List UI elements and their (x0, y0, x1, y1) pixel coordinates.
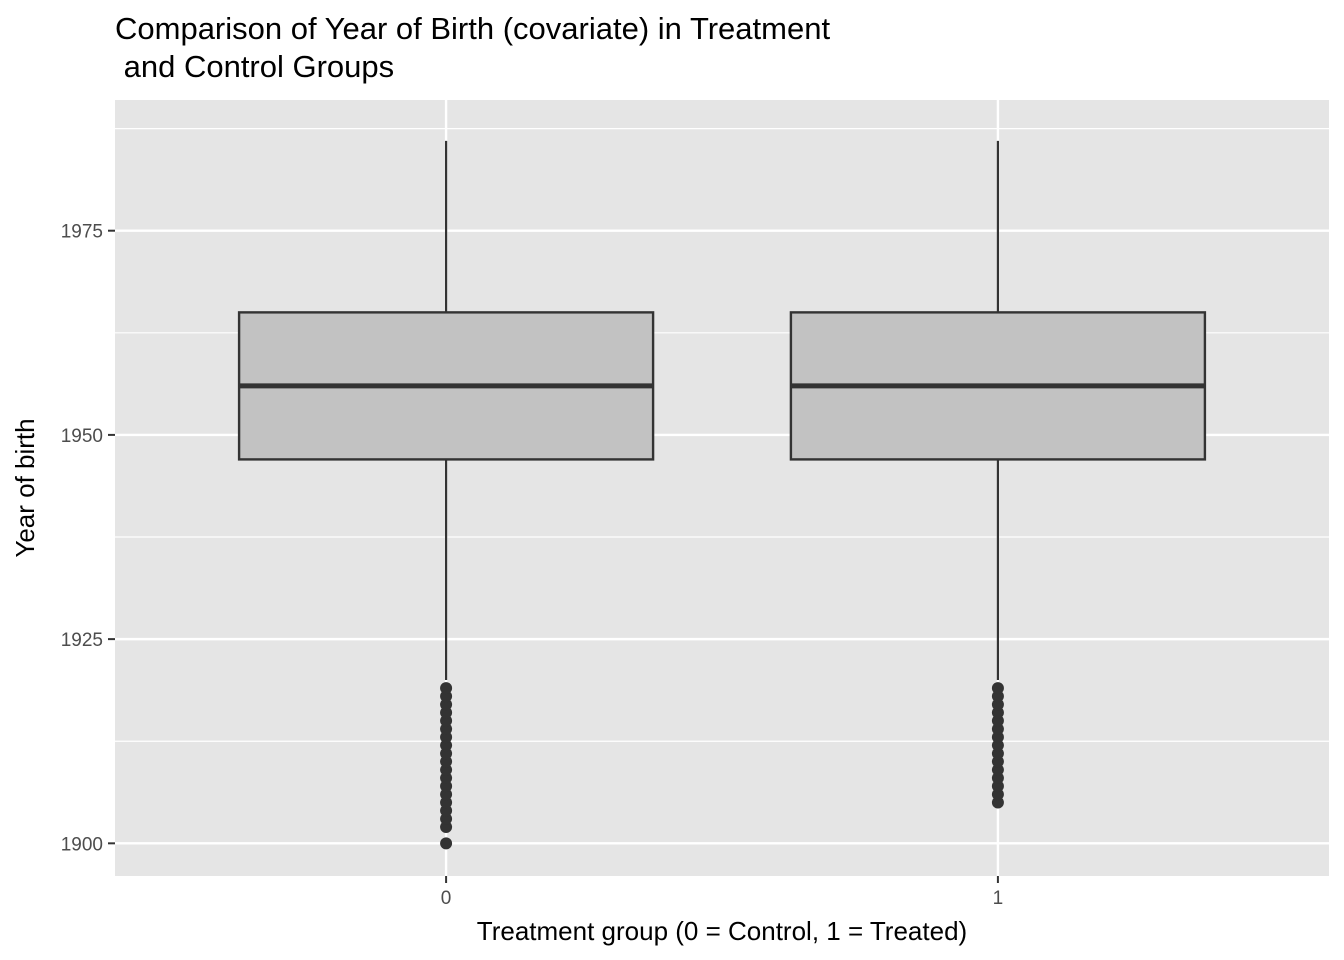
y-tick-label: 1900 (61, 834, 103, 855)
box-group-1 (789, 140, 1207, 809)
y-tick-label: 1950 (61, 426, 103, 447)
outlier-point (440, 682, 453, 695)
outlier-point (440, 837, 453, 850)
y-axis: 1900 1925 1950 1975 (61, 222, 115, 855)
boxes (237, 140, 1207, 850)
y-tick-label: 1975 (61, 222, 103, 243)
plot-panel (115, 100, 1329, 876)
x-tick-label: 1 (993, 888, 1004, 909)
panel-background (115, 100, 1329, 876)
x-tick-label: 0 (441, 888, 452, 909)
chart-title-line-2: and Control Groups (115, 49, 394, 84)
chart-title-line-1: Comparison of Year of Birth (covariate) … (115, 11, 830, 46)
box-group-0 (237, 140, 655, 850)
outlier-point (991, 682, 1004, 695)
y-tick-label: 1925 (61, 630, 103, 651)
x-axis-title: Treatment group (0 = Control, 1 = Treate… (477, 916, 967, 946)
y-axis-title: Year of birth (10, 418, 40, 557)
